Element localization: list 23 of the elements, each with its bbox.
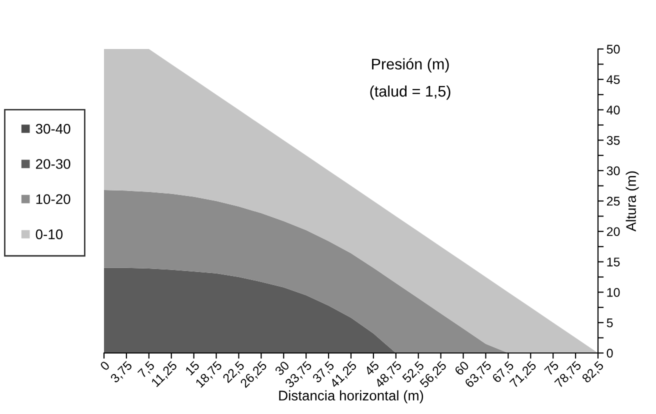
x-tick-label: 0 bbox=[100, 360, 110, 372]
y-tick-label: 25 bbox=[606, 196, 620, 206]
x-tick-label: 7,5 bbox=[137, 360, 156, 380]
legend-label: 10-20 bbox=[36, 194, 70, 204]
text: Presión (m) bbox=[372, 58, 449, 73]
y-tick-label: 10 bbox=[607, 288, 620, 297]
y-axis-title: Altura (m) bbox=[626, 171, 639, 232]
legend-label: 30-40 bbox=[36, 124, 70, 134]
x-axis-title: Distancia horizontal (m) bbox=[279, 390, 424, 404]
x-tick-label: 45 bbox=[364, 360, 380, 376]
text: (talud = 1,5) bbox=[370, 85, 450, 100]
y-tick-label: 5 bbox=[606, 318, 613, 328]
y-tick-label: 15 bbox=[607, 258, 620, 266]
y-tick-label: 30 bbox=[606, 166, 620, 176]
y-tick-label: 40 bbox=[606, 106, 620, 114]
x-tick-label: 60 bbox=[454, 360, 470, 376]
y-tick-label: 35 bbox=[606, 136, 620, 145]
y-tick-label: 50 bbox=[606, 44, 620, 54]
y-tick-label: 20 bbox=[606, 227, 620, 236]
legend-label: 20-30 bbox=[36, 159, 70, 169]
y-tick-label: 0 bbox=[606, 348, 613, 358]
legend-label: 0-10 bbox=[36, 229, 63, 240]
y-tick-label: 45 bbox=[606, 75, 620, 84]
